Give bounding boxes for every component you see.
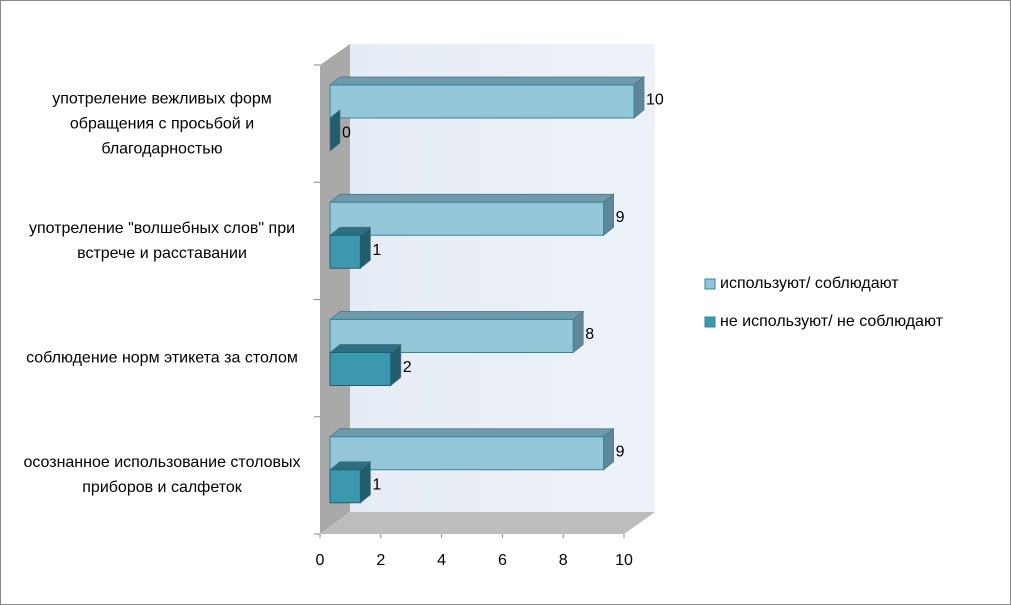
- category-label: осознанное использование столовых прибор…: [23, 454, 301, 497]
- data-label: 9: [616, 209, 625, 226]
- x-tick-label: 10: [615, 552, 633, 569]
- bar: [329, 201, 605, 236]
- x-tick-label: 0: [316, 552, 325, 569]
- side-wall: [320, 44, 350, 534]
- floor: [320, 512, 655, 534]
- bar-top: [329, 344, 402, 353]
- x-tick-label: 8: [559, 552, 568, 569]
- legend-swatch: [704, 278, 716, 290]
- legend-swatch: [704, 316, 716, 328]
- data-label: 10: [646, 92, 664, 109]
- bar: [329, 469, 361, 504]
- bar-top: [329, 428, 615, 438]
- bar: [329, 234, 361, 269]
- data-label: 0: [342, 125, 351, 142]
- bar-top: [329, 193, 615, 203]
- data-label: 9: [616, 443, 625, 460]
- legend-label: не используют/ не соблюдают: [720, 313, 944, 330]
- data-label: 1: [372, 242, 381, 259]
- x-tick-label: 4: [437, 552, 446, 569]
- bar: [329, 352, 392, 386]
- bar-side: [329, 109, 341, 152]
- category-label: употреление вежливых форм обращения с пр…: [52, 90, 272, 158]
- data-label: 8: [585, 326, 594, 343]
- bar-top: [329, 311, 585, 320]
- bar: [329, 84, 635, 119]
- x-tick-label: 2: [376, 552, 385, 569]
- bar-top: [329, 76, 645, 86]
- data-label: 1: [372, 476, 381, 493]
- category-label: употреление "волшебных слов" при встрече…: [28, 219, 296, 262]
- bar: [329, 436, 605, 471]
- legend-label: используют/ соблюдают: [720, 275, 899, 292]
- category-label: соблюдение норм этикета за столом: [26, 349, 298, 367]
- x-tick-label: 6: [498, 552, 507, 569]
- data-label: 2: [403, 359, 412, 376]
